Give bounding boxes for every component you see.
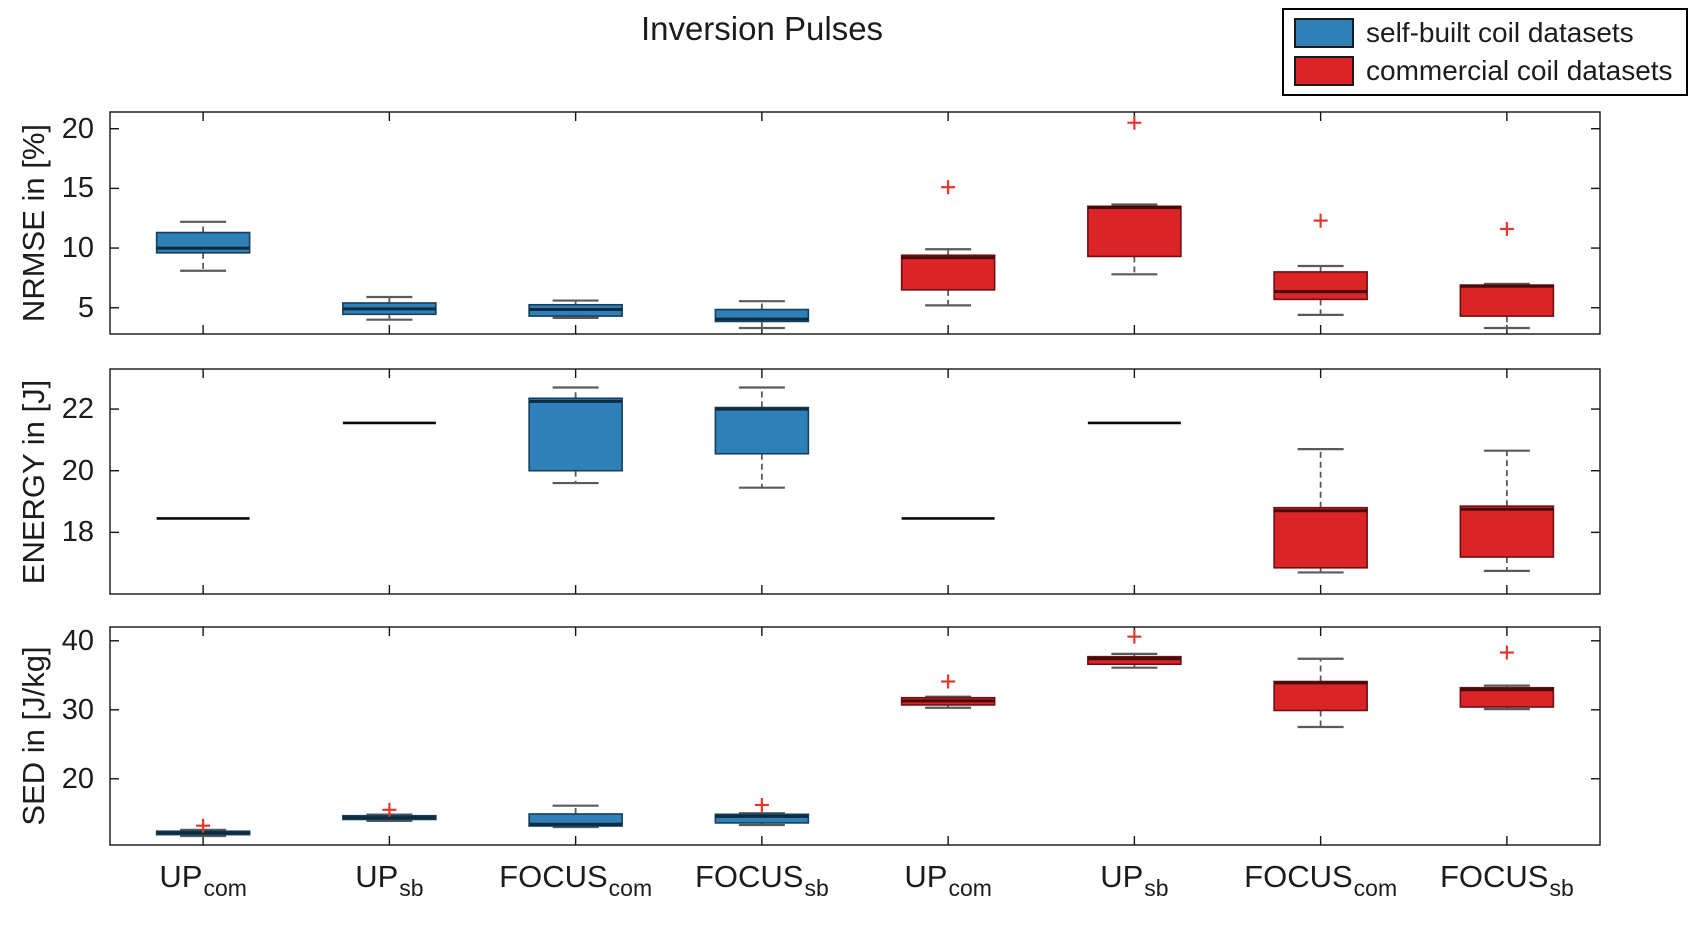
x-label-subscript: com [1353, 875, 1398, 901]
box-UP-sb-commercial [1087, 205, 1182, 258]
x-tick-label-FOCUS-sb: FOCUSsb [694, 859, 829, 901]
x-label-main: FOCUS [1244, 859, 1353, 894]
x-tick-label-FOCUS-com: FOCUScom [499, 859, 652, 901]
y-tick-label: 20 [61, 762, 94, 795]
axes-border-2 [109, 626, 1601, 846]
box-UP-com-commercial [900, 254, 996, 291]
legend-swatch-self-built [1294, 18, 1354, 48]
x-tick-label-UP-com: UPcom [159, 859, 247, 901]
box-FOCUS-sb-self-built [714, 813, 810, 824]
x-label-subscript: com [948, 875, 992, 901]
legend-label: self-built coil datasets [1366, 17, 1634, 48]
x-label-subscript: sb [804, 875, 829, 901]
y-tick-label: 10 [61, 232, 94, 265]
x-label-subscript: sb [1549, 875, 1574, 901]
x-label-main: UP [904, 859, 948, 894]
x-label-main: FOCUS [1439, 859, 1549, 894]
y-tick-label: 40 [61, 624, 94, 657]
x-label-main: UP [355, 859, 399, 894]
legend-item-self-built: self-built coil datasets [1294, 16, 1676, 50]
x-tick-label-FOCUS-sb: FOCUSsb [1439, 859, 1574, 901]
box-FOCUS-sb-commercial [1459, 284, 1555, 317]
x-label-subscript: sb [1144, 875, 1169, 901]
axes-border-1 [109, 368, 1601, 595]
box-UP-com-self-built [155, 231, 251, 254]
box-UP-sb-commercial [1087, 655, 1182, 666]
x-tick-label-UP-sb: UPsb [1100, 859, 1168, 901]
box-FOCUS-sb-commercial [1459, 505, 1555, 558]
x-label-subscript: com [608, 875, 653, 901]
legend: self-built coil datasets commercial coil … [1282, 8, 1688, 96]
y-tick-label: 20 [61, 112, 94, 145]
y-tick-label: 15 [61, 172, 94, 205]
y-tick-label: 18 [61, 516, 94, 549]
x-label-main: FOCUS [499, 859, 608, 894]
x-label-main: UP [159, 859, 203, 894]
box-FOCUS-sb-self-built [714, 406, 810, 455]
box-FOCUS-com-commercial [1273, 680, 1368, 712]
x-label-subscript: com [203, 875, 247, 901]
x-label-main: FOCUS [694, 859, 804, 894]
x-tick-label-FOCUS-com: FOCUScom [1244, 859, 1397, 901]
legend-label: commercial coil datasets [1366, 55, 1673, 86]
x-label-subscript: sb [399, 875, 424, 901]
x-tick-label-UP-sb: UPsb [355, 859, 423, 901]
y-tick-label: 22 [61, 393, 94, 426]
y-tick-label: 20 [61, 454, 94, 487]
y-tick-label: 5 [77, 291, 94, 324]
legend-item-commercial: commercial coil datasets [1294, 54, 1676, 88]
box-FOCUS-com-commercial [1273, 506, 1368, 569]
x-tick-label-UP-com: UPcom [904, 859, 992, 901]
axes-border-0 [109, 111, 1601, 335]
x-label-main: UP [1100, 859, 1144, 894]
box-FOCUS-com-self-built [528, 397, 623, 472]
chart-title: Inversion Pulses [640, 10, 884, 47]
box-FOCUS-sb-commercial [1459, 686, 1555, 708]
y-axis-label: SED in [J/kg] [16, 646, 51, 826]
box-FOCUS-com-commercial [1273, 271, 1368, 301]
legend-swatch-commercial [1294, 56, 1354, 86]
y-tick-label: 30 [61, 693, 94, 726]
box-FOCUS-sb-self-built [714, 308, 810, 323]
